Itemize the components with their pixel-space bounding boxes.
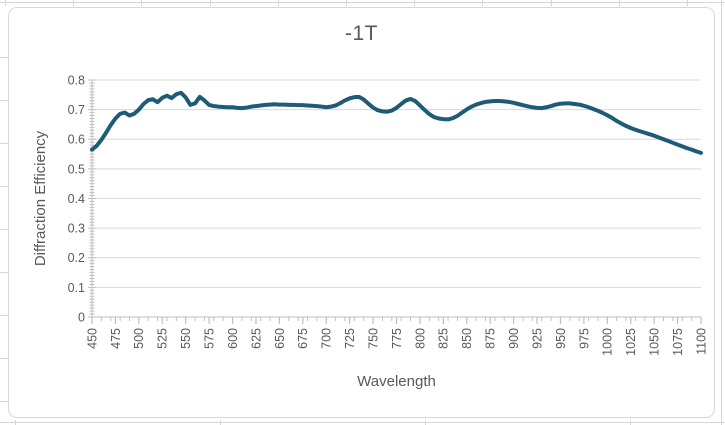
worksheet-gridline (0, 422, 725, 423)
worksheet-gridline (0, 100, 8, 101)
chart-area[interactable]: -1T 450 475 500 525 550 575 600 625 650 675 700 725… (8, 7, 715, 418)
x-tick-label: 1050 (648, 328, 662, 356)
y-tick-label: 0.1 (68, 281, 85, 295)
tick-marks (88, 79, 702, 324)
x-tick-label: 525 (156, 328, 170, 349)
y-tick-label: 0.5 (68, 162, 85, 176)
x-tick-label: 975 (577, 328, 591, 349)
gridlines (92, 79, 701, 288)
x-tick-label: 1000 (601, 328, 615, 356)
x-tick-label: 1025 (624, 328, 638, 356)
worksheet-gridline (141, 0, 142, 6)
x-tick-label: 625 (249, 328, 263, 349)
y-tick-label: 0.6 (68, 133, 85, 147)
worksheet-gridline (630, 420, 631, 425)
plot-area: 450 475 500 525 550 575 600 625 650 675 700 725 750 7… (32, 73, 708, 390)
x-tick-label: 825 (437, 328, 451, 349)
x-tick-label: 750 (366, 328, 380, 349)
x-tick-label: 950 (554, 328, 568, 349)
worksheet-gridline (551, 0, 552, 6)
worksheet-gridline (0, 57, 8, 58)
x-tick-label: 675 (296, 328, 310, 349)
worksheet-gridline (721, 0, 722, 425)
chart-title: -1T (345, 22, 378, 45)
data-series-line[interactable] (90, 90, 703, 155)
y-tick-label: 0.7 (68, 103, 85, 117)
x-tick-label: 550 (179, 328, 193, 349)
x-tick-label: 725 (343, 328, 357, 349)
x-axis-title: Wavelength (357, 373, 436, 390)
x-tick-label: 925 (530, 328, 544, 349)
series-line--1T[interactable] (90, 90, 703, 155)
worksheet-gridline (0, 358, 8, 359)
worksheet-gridline (0, 2, 725, 3)
x-tick-label: 475 (109, 328, 123, 349)
worksheet-gridline (425, 420, 426, 425)
x-tick-label: 900 (507, 328, 521, 349)
worksheet-gridline (0, 272, 8, 273)
y-tick-label: 0 (78, 310, 85, 324)
worksheet-gridline (346, 0, 347, 6)
y-tick-label: 0.3 (68, 222, 85, 236)
worksheet-gridline (0, 186, 8, 187)
y-axis-title: Diffraction Efficiency (32, 130, 49, 266)
x-axis-tick-labels: 450 475 500 525 550 575 600 625 650 675 700 725 750 7… (85, 328, 708, 356)
worksheet-gridline (482, 0, 483, 6)
x-tick-label: 800 (413, 328, 427, 349)
y-tick-label: 0.8 (68, 73, 85, 87)
worksheet-gridline (220, 420, 221, 425)
x-tick-label: 775 (390, 328, 404, 349)
y-axis-tick-labels: 0 0.1 0.2 0.3 0.4 0.5 0.6 0.7 0.8 (68, 73, 85, 324)
worksheet-gridline (619, 0, 620, 6)
worksheet-gridline (210, 0, 211, 6)
worksheet-gridline (0, 315, 8, 316)
x-tick-label: 875 (484, 328, 498, 349)
worksheet-gridline (687, 0, 688, 6)
x-tick-label: 575 (202, 328, 216, 349)
y-tick-label: 0.4 (68, 192, 85, 206)
x-tick-label: 700 (320, 328, 334, 349)
worksheet-gridline (414, 0, 415, 6)
worksheet-gridline (5, 0, 6, 6)
x-tick-label: 1100 (694, 328, 708, 355)
x-tick-label: 650 (273, 328, 287, 349)
worksheet-gridline (73, 0, 74, 6)
worksheet-gridline (0, 229, 8, 230)
worksheet-gridline (278, 0, 279, 6)
x-tick-label: 600 (226, 328, 240, 349)
x-tick-label: 850 (460, 328, 474, 349)
y-tick-label: 0.2 (68, 251, 85, 265)
x-tick-label: 450 (85, 328, 99, 349)
x-tick-label: 1075 (671, 328, 685, 356)
worksheet-gridline (15, 420, 16, 425)
worksheet-gridline (0, 143, 8, 144)
worksheet-gridline (0, 401, 8, 402)
x-tick-label: 500 (132, 328, 146, 349)
